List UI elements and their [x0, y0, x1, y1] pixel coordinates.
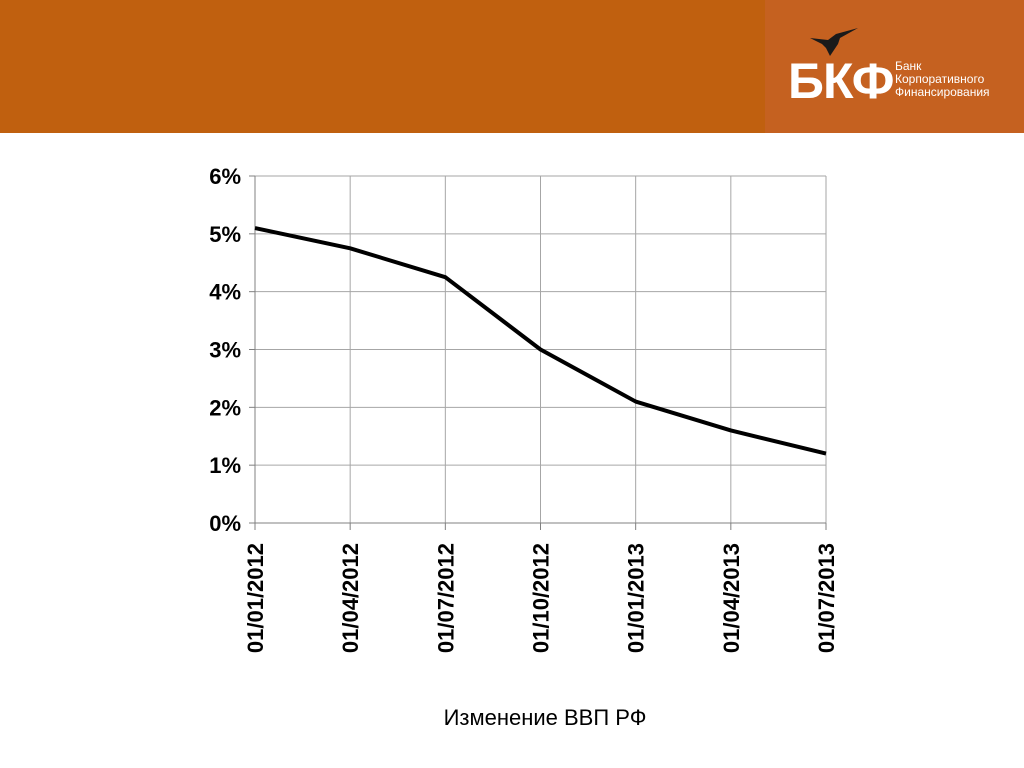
chart-grid	[249, 175, 827, 530]
x-tick-label: 01/01/2013	[624, 543, 649, 653]
y-tick-label: 1%	[209, 453, 241, 478]
y-tick-label: 5%	[209, 222, 241, 247]
x-tick-label: 01/10/2012	[529, 543, 554, 653]
series-line-group	[254, 226, 827, 456]
y-tick-label: 6%	[209, 164, 241, 189]
x-axis-ticks: 01/01/2012 01/04/2012 01/07/2012 01/10/2012…	[243, 543, 839, 653]
logo-line-2: Корпоративного	[895, 72, 985, 86]
x-tick-label: 01/01/2012	[243, 543, 268, 653]
x-tick-label: 01/07/2013	[814, 543, 839, 653]
x-tick-label: 01/04/2013	[719, 543, 744, 653]
y-axis-ticks: 0% 1% 2% 3% 4% 5% 6%	[209, 164, 241, 536]
logo-mark: БКФ	[788, 53, 894, 109]
x-tick-label: 01/04/2012	[338, 543, 363, 653]
logo-line-1: Банк	[895, 59, 922, 73]
y-tick-label: 2%	[209, 395, 241, 420]
y-tick-label: 4%	[209, 280, 241, 305]
y-tick-label: 0%	[209, 511, 241, 536]
x-tick-label: 01/07/2012	[433, 543, 458, 653]
chart-caption: Изменение ВВП РФ	[443, 705, 647, 730]
logo	[765, 0, 1024, 133]
logo-line-3: Финансирования	[895, 85, 990, 99]
logo-text: Банк Корпоративного Финансирования	[895, 60, 990, 99]
line-chart: 0% 1% 2% 3% 4% 5% 6% 01/01/2012 01/04/2012 01/07…	[209, 164, 839, 653]
y-tick-label: 3%	[209, 338, 241, 363]
hummingbird-icon	[810, 28, 858, 56]
